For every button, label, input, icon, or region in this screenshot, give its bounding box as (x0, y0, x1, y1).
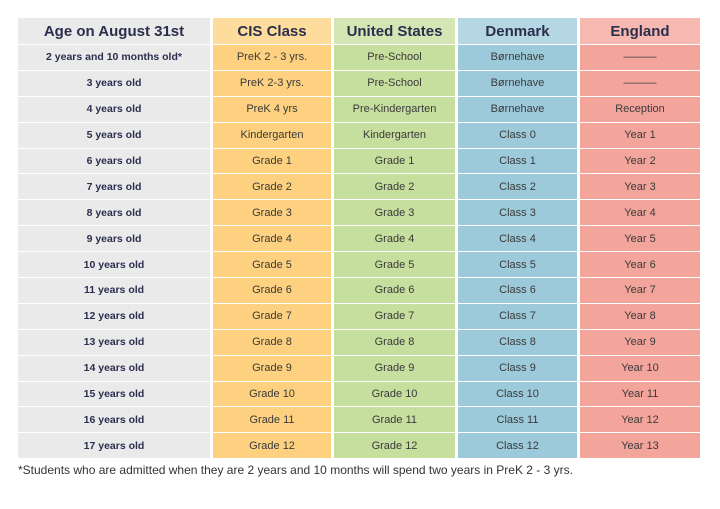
grade-cell: Class 7 (458, 303, 577, 329)
grade-cell: Class 11 (458, 407, 577, 433)
grade-cell: Kindergarten (213, 122, 331, 148)
grade-cell: Grade 5 (213, 252, 331, 278)
grade-cell: Class 6 (458, 278, 577, 303)
grade-cell: Grade 6 (334, 278, 455, 303)
grade-cell: Grade 10 (334, 381, 455, 407)
age-cell: 2 years and 10 months old* (18, 45, 210, 70)
age-cell: 11 years old (18, 278, 210, 303)
grade-cell: Grade 2 (213, 174, 331, 200)
grade-cell: Grade 8 (213, 329, 331, 355)
grade-cell: Year 4 (580, 200, 700, 226)
grade-cell: Class 12 (458, 433, 577, 459)
grade-cell: Reception (580, 96, 700, 122)
age-cell: 8 years old (18, 200, 210, 226)
grade-cell: Grade 1 (213, 148, 331, 174)
grade-cell: ——— (580, 45, 700, 70)
grade-cell: Year 6 (580, 252, 700, 278)
age-cell: 9 years old (18, 226, 210, 252)
grade-cell: Year 3 (580, 174, 700, 200)
grade-cell: ——— (580, 70, 700, 96)
grade-cell: Year 9 (580, 329, 700, 355)
grade-cell: Grade 10 (213, 381, 331, 407)
grade-cell: Grade 7 (213, 303, 331, 329)
grade-cell: Grade 12 (213, 433, 331, 459)
grade-cell: Kindergarten (334, 122, 455, 148)
age-cell: 16 years old (18, 407, 210, 433)
grade-cell: Year 10 (580, 355, 700, 381)
grade-cell: Grade 11 (334, 407, 455, 433)
comparison-table: Age on August 31st CIS Class United States… (18, 18, 700, 459)
grade-cell: Year 1 (580, 122, 700, 148)
grade-cell: Børnehave (458, 70, 577, 96)
age-cell: 15 years old (18, 381, 210, 407)
grade-cell: Class 4 (458, 226, 577, 252)
grade-cell: Grade 4 (334, 226, 455, 252)
grade-cell: PreK 2 - 3 yrs. (213, 45, 331, 70)
grade-cell: Grade 5 (334, 252, 455, 278)
grade-cell: Class 1 (458, 148, 577, 174)
age-cell: 5 years old (18, 122, 210, 148)
grade-cell: PreK 4 yrs (213, 96, 331, 122)
grade-cell: Grade 3 (213, 200, 331, 226)
grade-cell: Grade 8 (334, 329, 455, 355)
grade-cell: Class 2 (458, 174, 577, 200)
age-cell: 7 years old (18, 174, 210, 200)
age-cell: 14 years old (18, 355, 210, 381)
grade-cell: Børnehave (458, 96, 577, 122)
age-cell: 4 years old (18, 96, 210, 122)
grade-cell: Year 7 (580, 278, 700, 303)
grade-cell: Year 2 (580, 148, 700, 174)
grade-cell: Pre-School (334, 70, 455, 96)
grade-cell: Grade 6 (213, 278, 331, 303)
age-cell: 12 years old (18, 303, 210, 329)
age-cell: 3 years old (18, 70, 210, 96)
header-cell: CIS Class (213, 18, 331, 44)
grade-cell: Grade 9 (334, 355, 455, 381)
grade-cell: Børnehave (458, 45, 577, 70)
grade-cell: Year 12 (580, 407, 700, 433)
grade-cell: Grade 3 (334, 200, 455, 226)
header-cell: United States (334, 18, 455, 44)
grade-cell: Grade 1 (334, 148, 455, 174)
grade-cell: Class 10 (458, 381, 577, 407)
grade-cell: Grade 2 (334, 174, 455, 200)
grade-cell: Class 8 (458, 329, 577, 355)
grade-cell: Year 8 (580, 303, 700, 329)
age-cell: 17 years old (18, 433, 210, 459)
grade-cell: Year 13 (580, 433, 700, 459)
grade-cell: Class 0 (458, 122, 577, 148)
grade-cell: Pre-Kindergarten (334, 96, 455, 122)
grade-cell: Class 3 (458, 200, 577, 226)
grade-cell: Grade 9 (213, 355, 331, 381)
age-cell: 10 years old (18, 252, 210, 278)
grade-cell: PreK 2-3 yrs. (213, 70, 331, 96)
grade-cell: Grade 4 (213, 226, 331, 252)
grade-cell: Year 11 (580, 381, 700, 407)
grade-cell: Pre-School (334, 45, 455, 70)
grade-cell: Grade 7 (334, 303, 455, 329)
age-cell: 6 years old (18, 148, 210, 174)
grade-cell: Class 5 (458, 252, 577, 278)
header-cell: Age on August 31st (18, 18, 210, 44)
footnote: *Students who are admitted when they are… (18, 463, 573, 477)
header-cell: England (580, 18, 700, 44)
grade-cell: Grade 11 (213, 407, 331, 433)
grade-cell: Year 5 (580, 226, 700, 252)
grade-cell: Grade 12 (334, 433, 455, 459)
header-cell: Denmark (458, 18, 577, 44)
age-cell: 13 years old (18, 329, 210, 355)
grade-cell: Class 9 (458, 355, 577, 381)
